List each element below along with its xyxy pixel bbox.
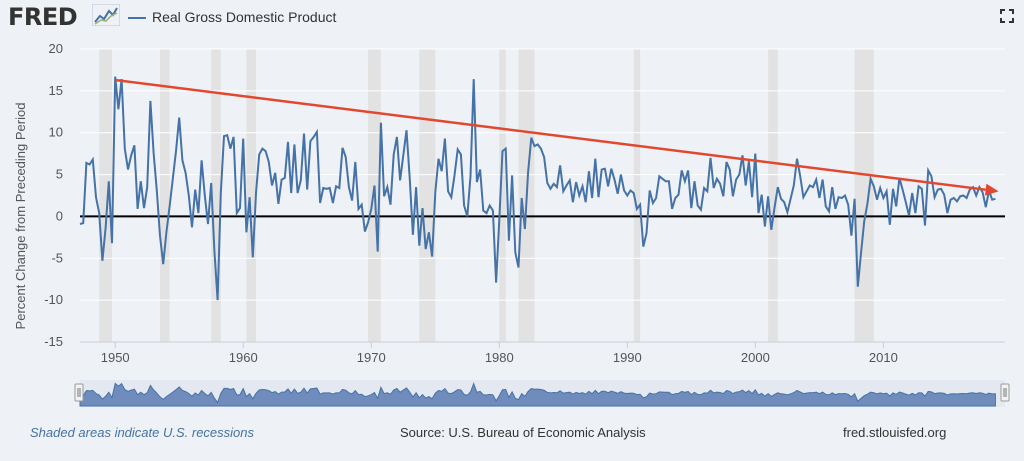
source-note: Source: U.S. Bureau of Economic Analysis [400, 425, 646, 440]
trend-arrow [115, 78, 999, 196]
chart-header: FRED Real Gross Domestic Product [0, 0, 1024, 36]
navigator-handle-left[interactable] [74, 383, 84, 402]
y-tick-label: 0 [56, 208, 63, 223]
trend-arrow-head [984, 183, 999, 196]
recession-band-8 [633, 49, 641, 342]
fred-logo-chart-icon [92, 4, 120, 26]
x-tick-label: 1990 [613, 350, 642, 365]
recession-band-10 [854, 49, 874, 342]
x-tick-label: 2010 [869, 350, 898, 365]
grid-lines [80, 48, 1005, 343]
y-tick-label: -10 [44, 292, 63, 307]
recession-band-5 [419, 49, 436, 342]
x-tick-label: 1960 [229, 350, 258, 365]
y-axis-label: Percent Change from Preceding Period [13, 103, 28, 330]
y-tick-label: -5 [51, 250, 63, 265]
y-tick-label: -15 [44, 334, 63, 349]
y-tick-label: 15 [49, 83, 63, 98]
x-axis-ticks: 1950 1960 1970 1980 1990 2000 2010 [80, 341, 1005, 365]
fullscreen-icon[interactable] [1000, 9, 1014, 23]
x-tick-label: 1950 [101, 350, 130, 365]
y-tick-label: 5 [56, 167, 63, 182]
recession-band-3 [246, 49, 257, 342]
site-link[interactable]: fred.stlouisfed.org [843, 425, 947, 440]
trend-arrow-shaft [115, 78, 986, 191]
recession-band-9 [768, 49, 778, 342]
range-navigator[interactable] [74, 380, 1010, 407]
recession-note: Shaded areas indicate U.S. recessions [30, 425, 255, 440]
chart-footer: Shaded areas indicate U.S. recessions So… [0, 425, 1024, 443]
y-axis-ticks: -15 -10 -5 0 5 10 15 20 [44, 41, 63, 349]
recession-band-6 [499, 49, 506, 342]
y-tick-label: 20 [49, 41, 63, 56]
x-tick-label: 1970 [357, 350, 386, 365]
legend-label: Real Gross Domestic Product [152, 9, 337, 25]
y-tick-label: 10 [49, 125, 63, 140]
recession-band-2 [211, 49, 221, 342]
recession-band-1 [160, 49, 170, 342]
recession-band-0 [99, 49, 113, 342]
navigator-handle-right[interactable] [1000, 383, 1010, 402]
x-tick-label: 2000 [741, 350, 770, 365]
navigator-series-area [79, 382, 996, 407]
legend[interactable]: Real Gross Domestic Product [128, 9, 336, 25]
gdp-chart: -15 -10 -5 0 5 10 15 20 1950 1960 1970 1980 1990 200… [13, 41, 1010, 407]
fred-logo[interactable]: FRED [8, 3, 78, 31]
series-line-real-gdp[interactable] [79, 76, 996, 301]
x-tick-label: 1980 [485, 350, 514, 365]
legend-swatch [128, 17, 146, 20]
